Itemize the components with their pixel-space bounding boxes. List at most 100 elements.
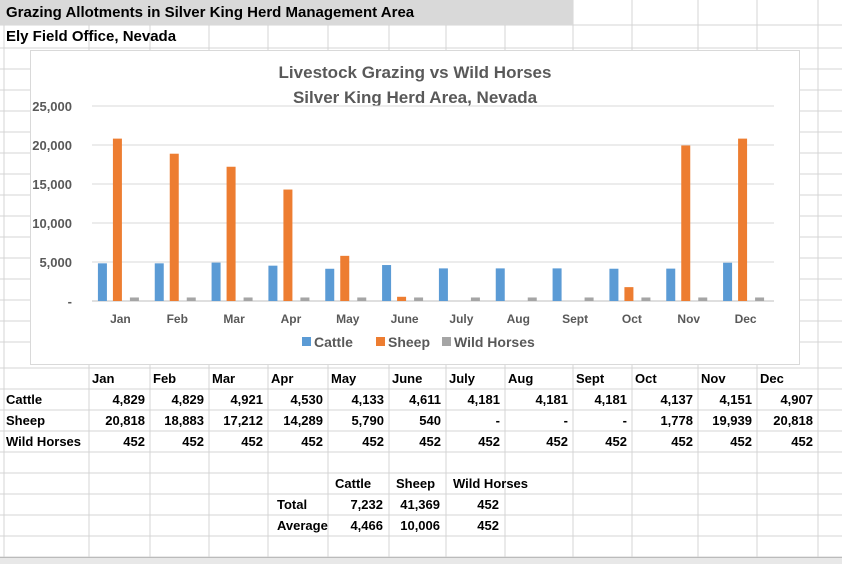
bar-wild-horses: [527, 297, 537, 301]
table-cell[interactable]: 17,212: [223, 413, 263, 428]
table-cell[interactable]: 452: [123, 434, 145, 449]
bar-wild-horses: [243, 297, 253, 301]
table-cell[interactable]: 4,151: [719, 392, 752, 407]
table-cell[interactable]: 452: [419, 434, 441, 449]
summary-cell[interactable]: 41,369: [400, 497, 440, 512]
summary-header[interactable]: Cattle: [335, 476, 372, 491]
summary-header[interactable]: Wild Horses: [453, 476, 529, 491]
bar-sheep: [340, 255, 350, 301]
month-header[interactable]: June: [392, 371, 423, 386]
month-header[interactable]: Oct: [635, 371, 657, 386]
bar-cattle: [609, 268, 619, 301]
table-cell[interactable]: 4,530: [290, 392, 323, 407]
table-cell[interactable]: 4,829: [112, 392, 145, 407]
sheet-title: Grazing Allotments in Silver King Herd M…: [0, 0, 573, 25]
month-header[interactable]: Feb: [153, 371, 177, 386]
table-cell[interactable]: 452: [182, 434, 204, 449]
bar-sheep: [283, 189, 293, 301]
bar-cattle: [97, 263, 107, 301]
summary-cell[interactable]: 452: [477, 518, 499, 533]
table-cell[interactable]: 452: [605, 434, 627, 449]
table-cell[interactable]: 4,611: [409, 392, 441, 407]
summary-cell[interactable]: 10,006: [400, 518, 440, 533]
legend-label: Sheep: [388, 334, 430, 350]
bar-wild-horses: [584, 297, 594, 301]
y-tick-label: 10,000: [32, 216, 72, 231]
table-cell[interactable]: 4,181: [467, 392, 500, 407]
table-cell[interactable]: 14,289: [283, 413, 323, 428]
row-label[interactable]: Sheep: [6, 413, 46, 428]
month-header[interactable]: Aug: [508, 371, 534, 386]
chart-subtitle: Silver King Herd Area, Nevada: [293, 88, 538, 107]
bar-wild-horses: [129, 297, 139, 301]
bar-cattle: [495, 268, 505, 301]
summary-cell[interactable]: 7,232: [350, 497, 383, 512]
row-label[interactable]: Cattle: [6, 392, 43, 407]
table-cell[interactable]: 4,907: [780, 392, 813, 407]
bar-sheep: [169, 153, 179, 301]
y-tick-label: 20,000: [32, 138, 72, 153]
table-cell[interactable]: 5,790: [351, 413, 384, 428]
bar-cattle: [552, 268, 562, 301]
table-cell[interactable]: 4,181: [535, 392, 568, 407]
sheet-subtitle: Ely Field Office, Nevada: [6, 28, 177, 45]
summary-row-label[interactable]: Total: [277, 497, 308, 512]
bar-sheep: [738, 138, 748, 301]
table-cell[interactable]: 4,133: [351, 392, 384, 407]
table-cell[interactable]: 4,829: [171, 392, 204, 407]
y-tick-label: 15,000: [32, 177, 72, 192]
month-header[interactable]: Jan: [92, 371, 115, 386]
bar-wild-horses: [414, 297, 424, 301]
month-header[interactable]: Dec: [760, 371, 784, 386]
bar-cattle: [666, 268, 676, 301]
table-cell[interactable]: -: [495, 413, 500, 428]
table-cell[interactable]: 4,137: [660, 392, 693, 407]
table-cell[interactable]: 540: [419, 413, 441, 428]
table-cell[interactable]: 452: [362, 434, 384, 449]
summary-header[interactable]: Sheep: [396, 476, 436, 491]
table-cell[interactable]: 452: [241, 434, 263, 449]
month-header[interactable]: Nov: [701, 371, 726, 386]
table-cell[interactable]: 4,921: [230, 392, 263, 407]
table-cell[interactable]: 20,818: [105, 413, 145, 428]
month-header[interactable]: Sept: [576, 371, 605, 386]
month-header[interactable]: Apr: [271, 371, 294, 386]
table-cell[interactable]: 452: [546, 434, 568, 449]
x-tick-label: Sept: [562, 312, 588, 326]
month-header[interactable]: Mar: [212, 371, 236, 386]
table-cell[interactable]: 18,883: [164, 413, 204, 428]
table-cell[interactable]: 452: [730, 434, 752, 449]
bar-cattle: [438, 268, 448, 301]
table-cell[interactable]: 19,939: [712, 413, 752, 428]
summary-row-label[interactable]: Average: [277, 518, 328, 533]
chart[interactable]: Livestock Grazing vs Wild Horses Silver …: [30, 50, 800, 365]
bar-cattle: [723, 262, 733, 301]
bar-wild-horses: [470, 297, 480, 301]
bar-wild-horses: [755, 297, 765, 301]
table-cell[interactable]: 452: [791, 434, 813, 449]
table-cell[interactable]: 1,778: [660, 413, 693, 428]
summary-cell[interactable]: 4,466: [350, 518, 383, 533]
table-cell[interactable]: 452: [478, 434, 500, 449]
bar-cattle: [154, 263, 164, 301]
bar-wild-horses: [300, 297, 310, 301]
bar-sheep: [624, 287, 634, 301]
table-cell[interactable]: 452: [671, 434, 693, 449]
table-cell[interactable]: 452: [301, 434, 323, 449]
x-tick-label: Nov: [677, 312, 700, 326]
x-tick-label: June: [391, 312, 419, 326]
month-header[interactable]: July: [449, 371, 476, 386]
month-header[interactable]: May: [331, 371, 357, 386]
table-cell[interactable]: 20,818: [773, 413, 813, 428]
x-tick-label: July: [449, 312, 473, 326]
table-cell[interactable]: -: [622, 413, 627, 428]
row-label[interactable]: Wild Horses: [6, 434, 82, 449]
table-cell[interactable]: -: [563, 413, 568, 428]
bar-wild-horses: [357, 297, 367, 301]
legend-swatch: [376, 337, 385, 346]
x-tick-label: Mar: [223, 312, 245, 326]
table-cell[interactable]: 4,181: [594, 392, 627, 407]
bar-sheep: [226, 166, 236, 301]
horizontal-scrollbar[interactable]: [0, 557, 842, 564]
summary-cell[interactable]: 452: [477, 497, 499, 512]
